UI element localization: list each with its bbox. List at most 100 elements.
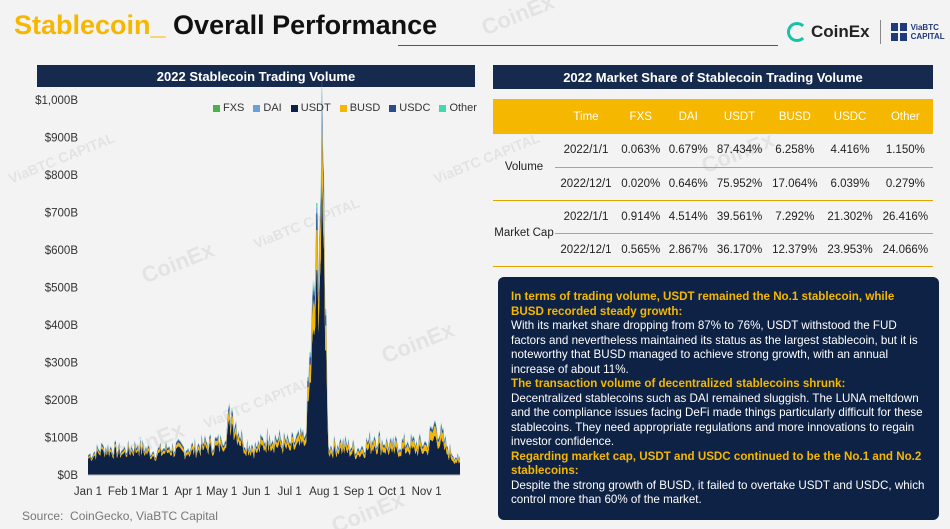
viabtc-brand: ViaBTC CAPITAL — [911, 23, 945, 41]
table-cell: 2.867% — [664, 233, 712, 267]
table-cell: 0.679% — [664, 134, 712, 168]
table-cell: 87.434% — [711, 134, 768, 168]
table-cell: 21.302% — [822, 200, 878, 234]
legend-label: FXS — [223, 102, 245, 114]
legend-item: USDT — [290, 102, 331, 114]
y-tick-label: $500B — [45, 283, 79, 295]
series-area-usdt — [88, 170, 460, 475]
series-area-fxs — [88, 71, 460, 460]
source-note: Source: CoinGecko, ViaBTC Capital — [22, 509, 218, 523]
legend-label: BUSD — [349, 102, 381, 114]
summary-paragraph: With its market share dropping from 87% … — [511, 319, 918, 376]
table-row: 2022/12/1 0.565% 2.867% 36.170% 12.379% … — [493, 233, 933, 267]
title-accent: Stablecoin_ — [14, 10, 166, 40]
legend-label: USDC — [399, 102, 431, 114]
table-header: USDT — [711, 99, 768, 134]
y-tick-label: $400B — [45, 320, 79, 332]
table-header: Other — [877, 99, 933, 134]
table-cell: 6.039% — [822, 167, 878, 201]
y-tick-label: $600B — [45, 245, 79, 257]
x-tick-label: Aug 1 — [309, 486, 339, 498]
legend-label: USDT — [300, 102, 331, 114]
y-tick-label: $1,000B — [35, 95, 78, 107]
table-row: 2022/12/1 0.020% 0.646% 75.952% 17.064% … — [493, 167, 933, 201]
table-cell: 4.514% — [664, 200, 712, 234]
right-panel-heading: 2022 Market Share of Stablecoin Trading … — [493, 65, 933, 89]
table-header: USDC — [822, 99, 878, 134]
row-group-label: Volume — [493, 134, 555, 201]
table-cell: 17.064% — [767, 167, 823, 201]
x-tick-label: Nov 1 — [412, 486, 442, 498]
brand-logos: CoinEx ViaBTC CAPITAL — [787, 20, 945, 44]
legend-item: DAI — [253, 102, 282, 114]
table-cell: 75.952% — [711, 167, 768, 201]
y-tick-label: $900B — [45, 133, 79, 145]
table-cell: 0.565% — [617, 233, 665, 267]
legend-label: DAI — [263, 102, 282, 114]
table-cell: 6.258% — [767, 134, 823, 168]
legend-swatch — [439, 104, 447, 112]
legend-item: BUSD — [339, 102, 381, 114]
legend-item: FXS — [213, 102, 244, 114]
coinex-brand: CoinEx — [811, 22, 870, 41]
series-area-busd — [88, 111, 460, 464]
legend-swatch — [389, 104, 397, 112]
y-tick-label: $700B — [45, 208, 79, 220]
x-tick-label: May 1 — [206, 486, 237, 498]
x-tick-label: Jul 1 — [277, 486, 301, 498]
table-row: Volume 2022/1/1 0.063% 0.679% 87.434% 6.… — [493, 134, 933, 201]
summary-paragraph: Despite the strong growth of BUSD, it fa… — [511, 478, 925, 507]
market-share-table: Time FXS DAI USDT BUSD USDC Other Volume… — [493, 99, 933, 267]
y-tick-label: $200B — [45, 395, 79, 407]
x-tick-label: Feb 1 — [108, 486, 137, 498]
x-tick-label: Oct 1 — [378, 486, 405, 498]
table-cell: 24.066% — [877, 233, 933, 267]
table-cell: 7.292% — [767, 200, 823, 234]
table-cell: 2022/1/1 — [555, 200, 617, 234]
series-area-dai — [88, 77, 460, 461]
table-header: Time — [555, 99, 617, 134]
row-group-label: Market Cap — [493, 200, 555, 267]
table-cell: 0.279% — [877, 167, 933, 201]
x-tick-label: Mar 1 — [139, 486, 168, 498]
viabtc-line1: ViaBTC — [910, 23, 939, 32]
table-cell: 39.561% — [711, 200, 768, 234]
table-cell: 36.170% — [711, 233, 768, 267]
legend-swatch — [213, 104, 220, 112]
table-row: Market Cap 2022/1/1 0.914% 4.514% 39.561… — [493, 200, 933, 267]
brand-divider — [879, 20, 881, 44]
table-cell: 0.646% — [664, 167, 712, 201]
viabtc-logo-icon — [890, 23, 907, 41]
y-tick-label: $100B — [45, 433, 79, 445]
legend-item: Other — [439, 102, 477, 114]
source-text: CoinGecko, ViaBTC Capital — [70, 509, 218, 523]
summary-paragraph: Decentralized stablecoins such as DAI re… — [511, 391, 923, 449]
summary-heading: The transaction volume of decentralized … — [511, 377, 846, 390]
summary-heading: In terms of trading volume, USDT remaine… — [511, 290, 895, 318]
table-cell: 2022/12/1 — [555, 167, 617, 201]
table-header — [493, 99, 555, 134]
series-area-other — [88, 73, 460, 460]
table-cell: 4.416% — [822, 134, 878, 168]
table-cell: 23.953% — [822, 233, 878, 267]
table-header-row: Time FXS DAI USDT BUSD USDC Other — [493, 99, 933, 134]
y-tick-label: $0B — [58, 470, 79, 482]
y-tick-label: $800B — [45, 170, 79, 182]
table-cell: 0.063% — [617, 134, 665, 168]
x-tick-label: Jun 1 — [242, 486, 270, 498]
legend-swatch — [339, 104, 347, 112]
chart-legend: FXS DAI USDT BUSD USDC Other — [213, 102, 477, 114]
coinex-logo-icon — [787, 22, 807, 42]
title-main: Overall Performance — [165, 10, 438, 40]
left-panel-heading: 2022 Stablecoin Trading Volume — [37, 65, 475, 87]
legend-swatch — [290, 104, 298, 112]
table-cell: 1.150% — [877, 134, 933, 168]
table-cell: 0.020% — [617, 167, 665, 201]
table-cell: 2022/1/1 — [555, 134, 617, 168]
table-header: FXS — [617, 99, 665, 134]
series-area-usdc — [88, 85, 460, 462]
summary-box: In terms of trading volume, USDT remaine… — [498, 277, 939, 520]
table-header: BUSD — [767, 99, 823, 134]
legend-label: Other — [449, 102, 477, 114]
